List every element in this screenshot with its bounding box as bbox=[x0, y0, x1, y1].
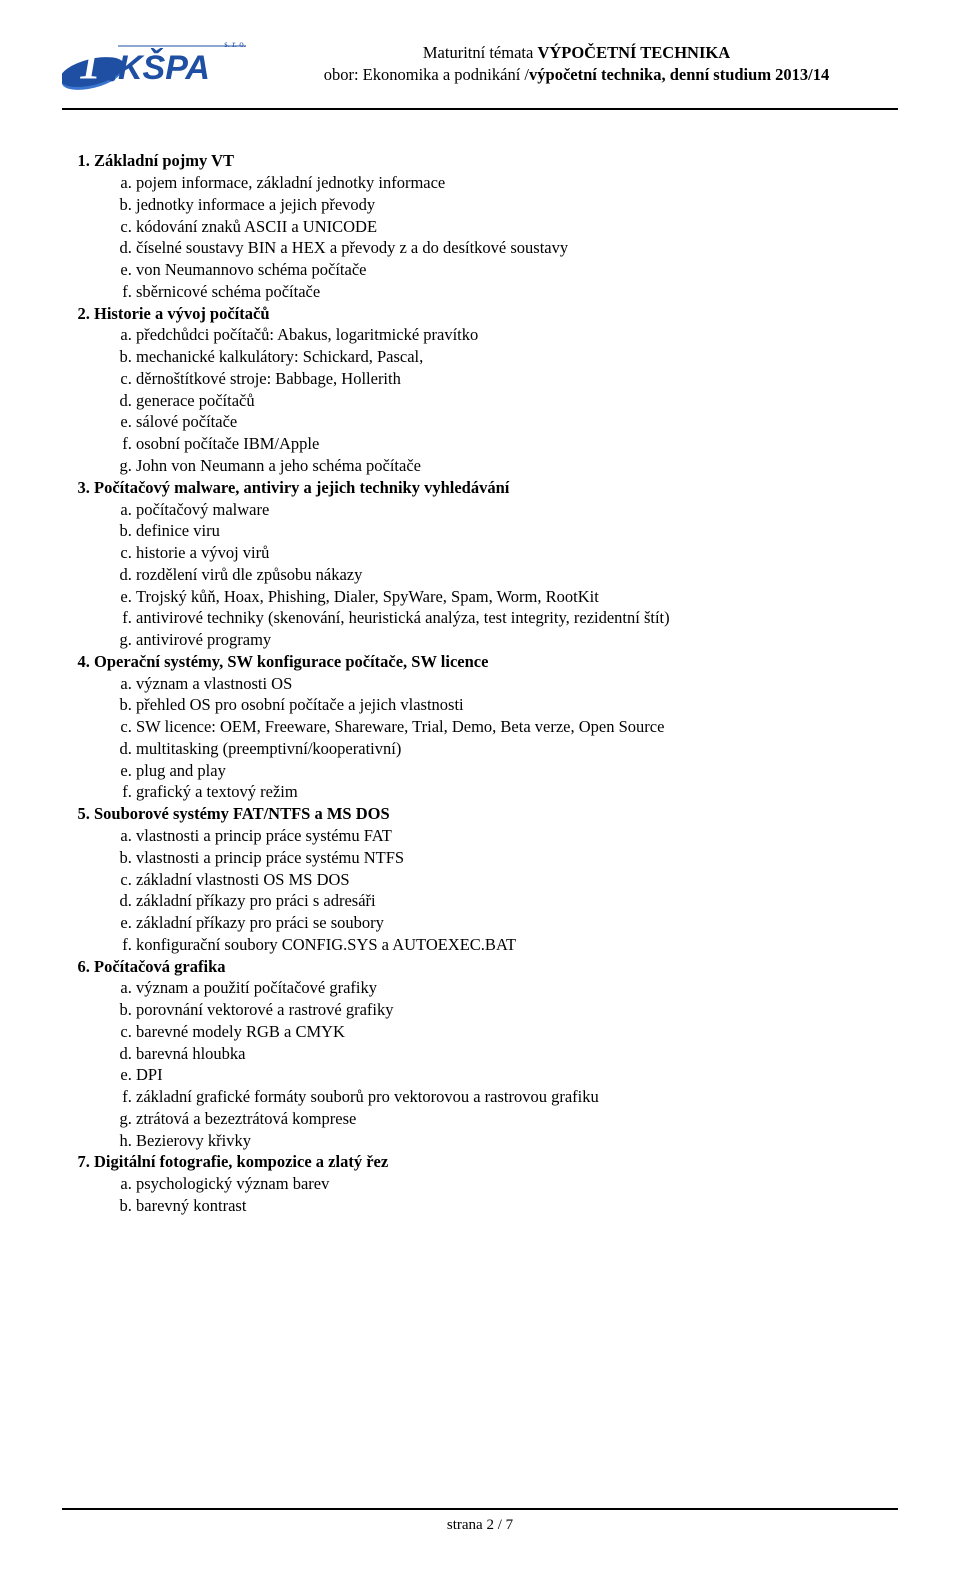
subtopic-list: význam a použití počítačové grafikyporov… bbox=[94, 977, 898, 1151]
header-line1-prefix: Maturitní témata bbox=[423, 43, 538, 62]
subtopic-item: význam a vlastnosti OS bbox=[136, 673, 898, 695]
subtopic-item: barevné modely RGB a CMYK bbox=[136, 1021, 898, 1043]
subtopic-item: barevná hloubka bbox=[136, 1043, 898, 1065]
subtopic-item: generace počítačů bbox=[136, 390, 898, 412]
subtopic-item: význam a použití počítačové grafiky bbox=[136, 977, 898, 999]
subtopic-item: antivirové programy bbox=[136, 629, 898, 651]
topic-item: Základní pojmy VT pojem informace, základ… bbox=[94, 150, 898, 302]
footer-rule bbox=[62, 1508, 898, 1510]
subtopic-list: předchůdci počítačů: Abakus, logaritmick… bbox=[94, 324, 898, 476]
topic-item: Souborové systémy FAT/NTFS a MS DOS vlast… bbox=[94, 803, 898, 955]
subtopic-item: Trojský kůň, Hoax, Phishing, Dialer, Spy… bbox=[136, 586, 898, 608]
subtopic-list: pojem informace, základní jednotky infor… bbox=[94, 172, 898, 303]
subtopic-list: počítačový malwaredefinice viruhistorie … bbox=[94, 499, 898, 651]
subtopic-item: definice viru bbox=[136, 520, 898, 542]
subtopic-item: základní vlastnosti OS MS DOS bbox=[136, 869, 898, 891]
subtopic-item: vlastnosti a princip práce systému NTFS bbox=[136, 847, 898, 869]
school-logo: 1 KŠPA s. r. o. bbox=[62, 32, 247, 98]
subtopic-item: číselné soustavy BIN a HEX a převody z a… bbox=[136, 237, 898, 259]
subtopic-item: osobní počítače IBM/Apple bbox=[136, 433, 898, 455]
subtopic-item: antivirové techniky (skenování, heuristi… bbox=[136, 607, 898, 629]
topic-title: Operační systémy, SW konfigurace počítač… bbox=[94, 652, 488, 671]
subtopic-item: přehled OS pro osobní počítače a jejich … bbox=[136, 694, 898, 716]
subtopic-item: psychologický význam barev bbox=[136, 1173, 898, 1195]
subtopic-item: předchůdci počítačů: Abakus, logaritmick… bbox=[136, 324, 898, 346]
topic-title: Historie a vývoj počítačů bbox=[94, 304, 270, 323]
subtopic-item: rozdělení virů dle způsobu nákazy bbox=[136, 564, 898, 586]
page-header: 1 KŠPA s. r. o. Maturitní témata VÝPOČET… bbox=[62, 34, 898, 128]
subtopic-item: základní příkazy pro práci se soubory bbox=[136, 912, 898, 934]
subtopic-item: počítačový malware bbox=[136, 499, 898, 521]
subtopic-item: porovnání vektorové a rastrové grafiky bbox=[136, 999, 898, 1021]
subtopic-list: význam a vlastnosti OSpřehled OS pro oso… bbox=[94, 673, 898, 804]
topic-item: Operační systémy, SW konfigurace počítač… bbox=[94, 651, 898, 803]
header-line-2: obor: Ekonomika a podnikání /výpočetní t… bbox=[255, 64, 898, 86]
topic-title: Počítačový malware, antiviry a jejich te… bbox=[94, 478, 509, 497]
topic-title: Digitální fotografie, kompozice a zlatý … bbox=[94, 1152, 388, 1171]
subtopic-item: základní grafické formáty souborů pro ve… bbox=[136, 1086, 898, 1108]
subtopic-item: základní příkazy pro práci s adresáři bbox=[136, 890, 898, 912]
subtopic-item: sálové počítače bbox=[136, 411, 898, 433]
subtopic-item: von Neumannovo schéma počítače bbox=[136, 259, 898, 281]
subtopic-item: pojem informace, základní jednotky infor… bbox=[136, 172, 898, 194]
subtopic-item: ztrátová a bezeztrátová komprese bbox=[136, 1108, 898, 1130]
subtopic-item: plug and play bbox=[136, 760, 898, 782]
subtopic-item: kódování znaků ASCII a UNICODE bbox=[136, 216, 898, 238]
subtopic-item: multitasking (preemptivní/kooperativní) bbox=[136, 738, 898, 760]
subtopic-item: John von Neumann a jeho schéma počítače bbox=[136, 455, 898, 477]
subtopic-item: konfigurační soubory CONFIG.SYS a AUTOEX… bbox=[136, 934, 898, 956]
subtopic-list: vlastnosti a princip práce systému FATvl… bbox=[94, 825, 898, 956]
header-row: 1 KŠPA s. r. o. Maturitní témata VÝPOČET… bbox=[62, 34, 898, 98]
subtopic-item: jednotky informace a jejich převody bbox=[136, 194, 898, 216]
subtopic-item: mechanické kalkulátory: Schickard, Pasca… bbox=[136, 346, 898, 368]
svg-text:1: 1 bbox=[79, 39, 101, 88]
svg-text:KŠPA: KŠPA bbox=[118, 48, 210, 87]
header-line-1: Maturitní témata VÝPOČETNÍ TECHNIKA bbox=[255, 42, 898, 64]
logo-icon: 1 KŠPA s. r. o. bbox=[62, 32, 247, 98]
topic-title: Souborové systémy FAT/NTFS a MS DOS bbox=[94, 804, 390, 823]
header-rule bbox=[62, 108, 898, 110]
page: 1 KŠPA s. r. o. Maturitní témata VÝPOČET… bbox=[0, 0, 960, 1572]
header-text: Maturitní témata VÝPOČETNÍ TECHNIKA obor… bbox=[247, 42, 898, 86]
subtopic-list: psychologický význam barevbarevný kontra… bbox=[94, 1173, 898, 1217]
subtopic-item: SW licence: OEM, Freeware, Shareware, Tr… bbox=[136, 716, 898, 738]
subtopic-item: DPI bbox=[136, 1064, 898, 1086]
topic-item: Počítačová grafikavýznam a použití počít… bbox=[94, 956, 898, 1152]
subtopic-item: sběrnicové schéma počítače bbox=[136, 281, 898, 303]
topic-title: Základní pojmy VT bbox=[94, 151, 234, 170]
topic-title: Počítačová grafika bbox=[94, 957, 226, 976]
header-line2-prefix: obor: Ekonomika a podnikání / bbox=[324, 65, 529, 84]
subtopic-item: vlastnosti a princip práce systému FAT bbox=[136, 825, 898, 847]
page-number: strana 2 / 7 bbox=[62, 1516, 898, 1536]
subtopic-item: barevný kontrast bbox=[136, 1195, 898, 1217]
topic-item: Počítačový malware, antiviry a jejich te… bbox=[94, 477, 898, 651]
subtopic-item: grafický a textový režim bbox=[136, 781, 898, 803]
topic-list: Základní pojmy VT pojem informace, základ… bbox=[62, 150, 898, 1217]
subtopic-item: Bezierovy křivky bbox=[136, 1130, 898, 1152]
topic-item: Historie a vývoj počítačůpředchůdci počí… bbox=[94, 303, 898, 477]
topic-item: Digitální fotografie, kompozice a zlatý … bbox=[94, 1151, 898, 1216]
content: Základní pojmy VT pojem informace, základ… bbox=[62, 150, 898, 1217]
header-line1-bold: VÝPOČETNÍ TECHNIKA bbox=[537, 43, 730, 62]
page-footer: strana 2 / 7 bbox=[62, 1508, 898, 1536]
svg-text:s. r. o.: s. r. o. bbox=[224, 39, 246, 49]
subtopic-item: děrnoštítkové stroje: Babbage, Hollerith bbox=[136, 368, 898, 390]
subtopic-item: historie a vývoj virů bbox=[136, 542, 898, 564]
header-line2-bold: výpočetní technika, denní studium 2013/1… bbox=[529, 65, 829, 84]
